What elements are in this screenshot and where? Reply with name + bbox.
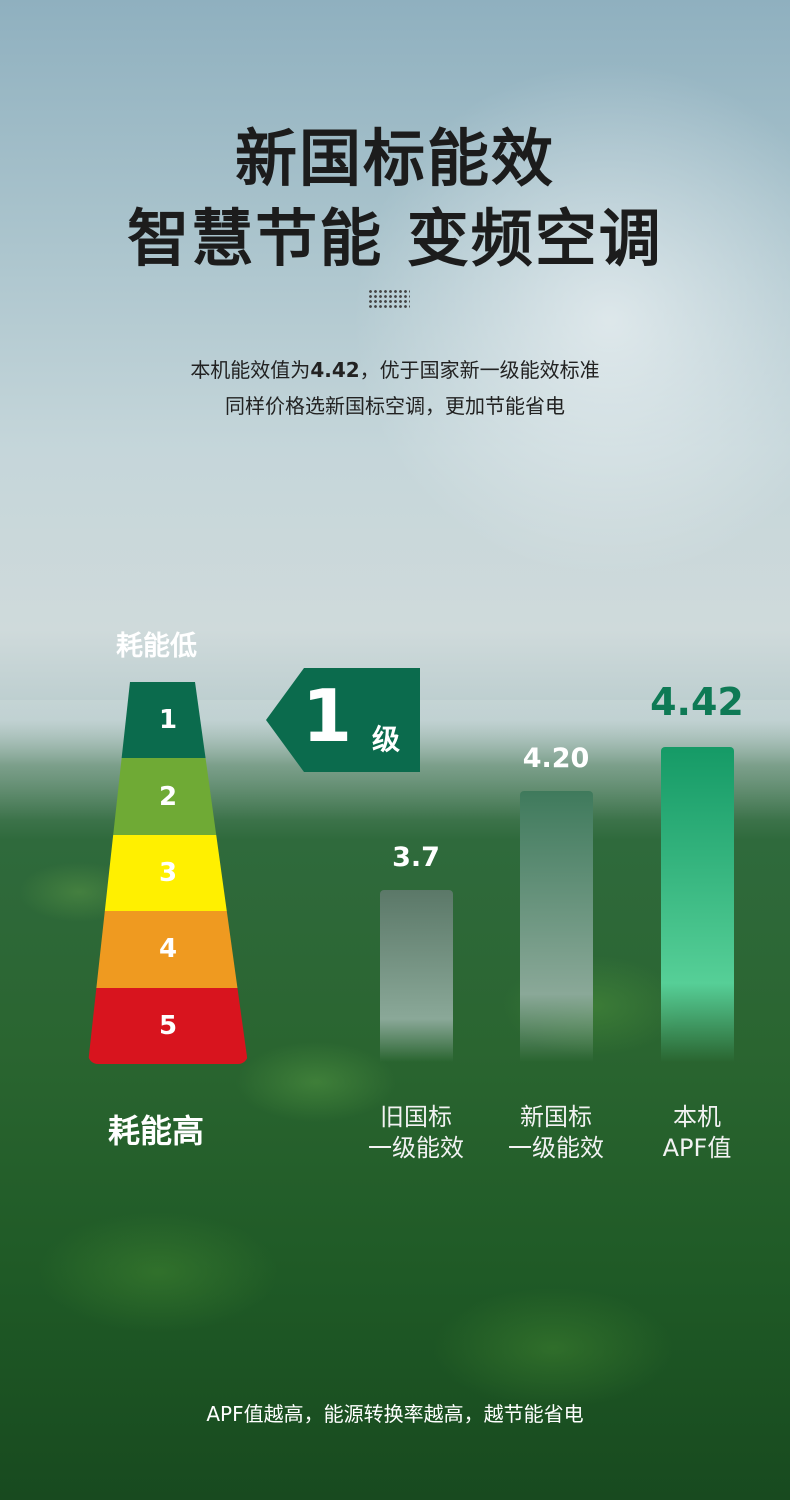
footer-note: APF值越高，能源转换率越高，越节能省电 (206, 1402, 584, 1426)
category-label: 旧国标 一级能效 (346, 1102, 486, 1164)
subtitle-text: ，优于国家新一级能效标准 (359, 358, 600, 382)
category-label-line: APF值 (662, 1134, 732, 1162)
bar-1 (380, 890, 453, 1062)
category-label: 本机 APF值 (627, 1102, 767, 1164)
ladder-level-5: 5 (88, 987, 248, 1064)
ladder-bottom-label: 耗能高 (108, 1112, 205, 1150)
bar-3 (661, 747, 734, 1062)
bar-value-label: 4.42 (650, 680, 744, 725)
ladder-top-label: 耗能低 (116, 631, 197, 662)
bar-value-label: 4.20 (522, 742, 590, 774)
subtitle-line1: 本机能效值为4.42，优于国家新一级能效标准 (0, 354, 790, 383)
headline-line1: 新国标能效 (234, 122, 555, 195)
bar-value-label: 3.7 (392, 842, 440, 873)
category-label: 新国标 一级能效 (486, 1102, 626, 1164)
category-label-line: 本机 (673, 1103, 721, 1131)
category-label-line: 新国标 (520, 1103, 592, 1131)
sunlight (350, 60, 790, 580)
grade-number: 1 (302, 674, 353, 758)
category-label-line: 旧国标 (380, 1103, 452, 1131)
ladder-level-4: 4 (88, 911, 248, 988)
grade-unit: 级 (372, 723, 401, 756)
dots-divider-icon (368, 289, 410, 309)
grade-tag: 1 级 (266, 668, 420, 772)
bar-2 (520, 790, 593, 1062)
subtitle-value: 4.42 (310, 358, 360, 382)
category-label-line: 一级能效 (368, 1134, 464, 1162)
category-label-line: 一级能效 (508, 1134, 604, 1162)
subtitle-text: 本机能效值为 (190, 358, 311, 382)
subtitle-line2: 同样价格选新国标空调，更加节能省电 (225, 394, 565, 418)
headline-line2: 智慧节能 变频空调 (127, 202, 663, 275)
